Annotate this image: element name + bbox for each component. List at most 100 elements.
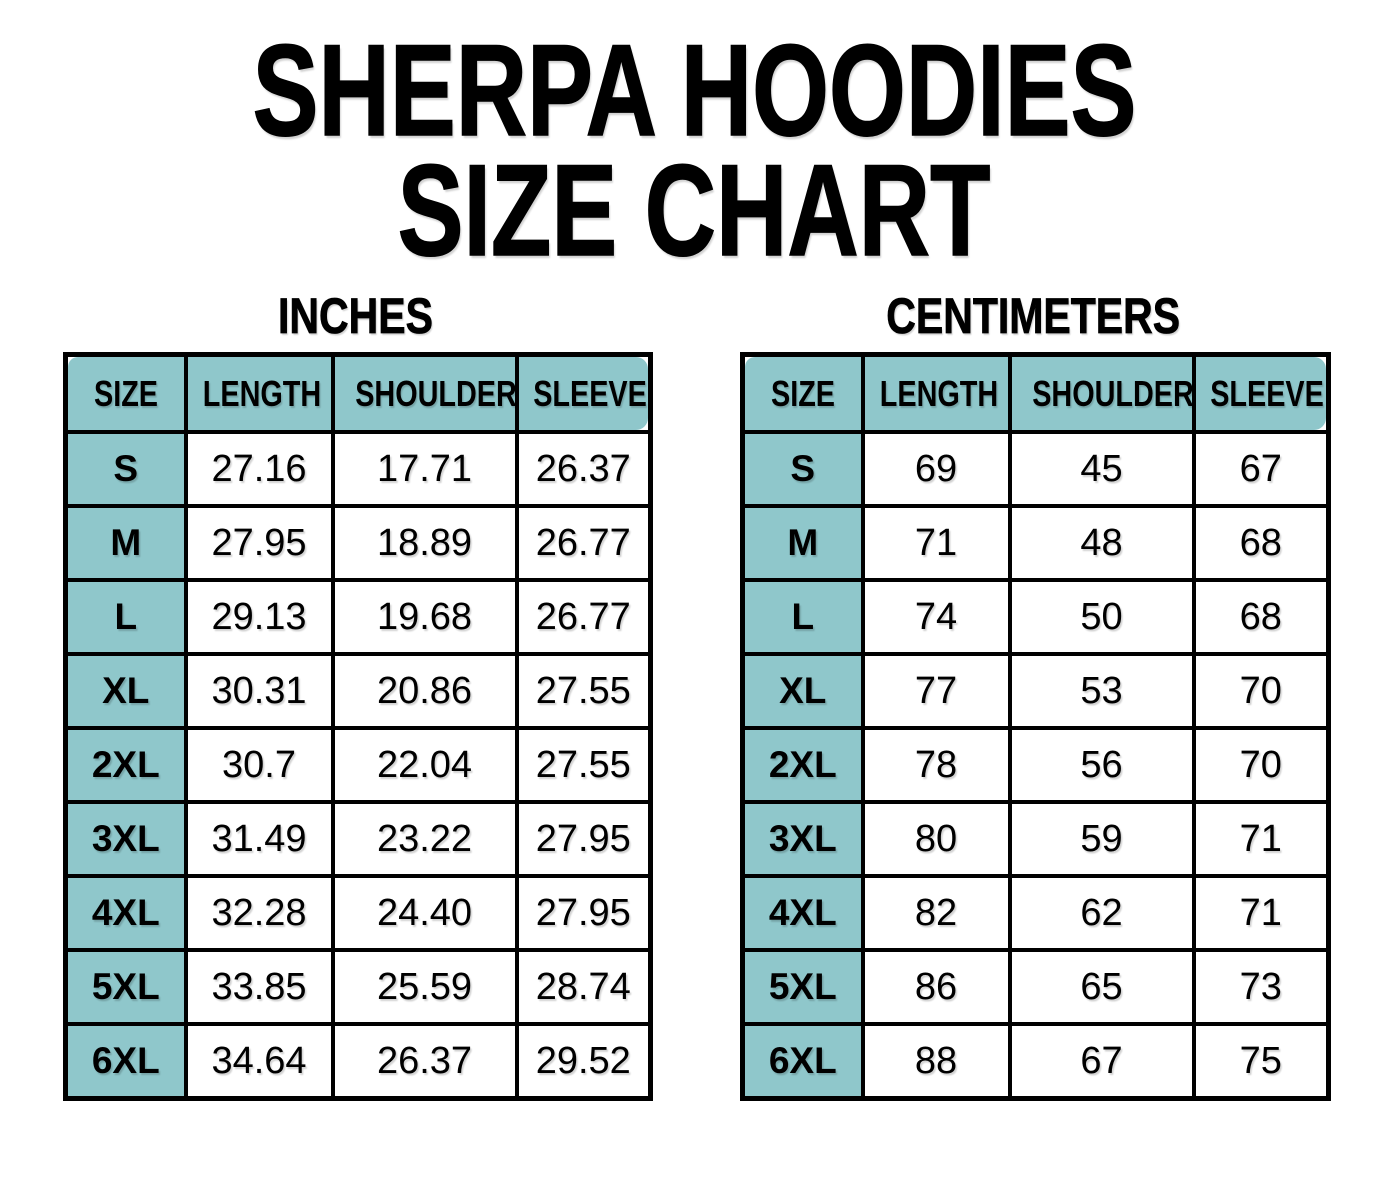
size-cell: L [740, 578, 865, 656]
value-cell: 45 [1007, 430, 1196, 508]
size-cell: 6XL [740, 1022, 865, 1101]
value-cell: 27.95 [183, 504, 335, 582]
size-cell: 4XL [740, 874, 865, 952]
table-row: 3XL 80 59 71 [740, 800, 1331, 878]
value-cell: 77 [860, 652, 1012, 730]
table-row: L 29.13 19.68 26.77 [63, 578, 653, 656]
value-cell: 80 [860, 800, 1012, 878]
value-cell: 18.89 [330, 504, 519, 582]
value-cell: 53 [1007, 652, 1196, 730]
table-row: 6XL 34.64 26.37 29.52 [63, 1022, 653, 1101]
inches-header-row: SIZE LENGTH SHOULDER SLEEVE [63, 352, 653, 434]
value-cell: 68 [1191, 504, 1331, 582]
inches-col-header-sleeve: SLEEVE [514, 352, 653, 434]
value-cell: 82 [860, 874, 1012, 952]
value-cell: 48 [1007, 504, 1196, 582]
page-title-line-1: SHERPA HOODIES [0, 17, 1388, 163]
value-cell: 17.71 [330, 430, 519, 508]
table-row: L 74 50 68 [740, 578, 1331, 656]
value-cell: 70 [1191, 726, 1331, 804]
centimeters-table: SIZE LENGTH SHOULDER SLEEVE S 69 45 67 M 71 48… [740, 352, 1331, 1101]
table-row: 4XL 32.28 24.40 27.95 [63, 874, 653, 952]
value-cell: 71 [1191, 874, 1331, 952]
value-cell: 34.64 [183, 1022, 335, 1101]
value-cell: 19.68 [330, 578, 519, 656]
table-row: 5XL 33.85 25.59 28.74 [63, 948, 653, 1026]
value-cell: 31.49 [183, 800, 335, 878]
value-cell: 71 [1191, 800, 1331, 878]
size-cell: S [63, 430, 188, 508]
value-cell: 30.31 [183, 652, 335, 730]
value-cell: 69 [860, 430, 1012, 508]
value-cell: 32.28 [183, 874, 335, 952]
size-cell: L [63, 578, 188, 656]
size-cell: XL [740, 652, 865, 730]
value-cell: 67 [1007, 1022, 1196, 1101]
table-row: 4XL 82 62 71 [740, 874, 1331, 952]
table-row: 3XL 31.49 23.22 27.95 [63, 800, 653, 878]
value-cell: 29.52 [514, 1022, 653, 1101]
value-cell: 75 [1191, 1022, 1331, 1101]
inches-col-header-length: LENGTH [183, 352, 335, 434]
value-cell: 22.04 [330, 726, 519, 804]
page-title-line-2: SIZE CHART [0, 137, 1388, 283]
value-cell: 26.37 [514, 430, 653, 508]
value-cell: 73 [1191, 948, 1331, 1026]
value-cell: 71 [860, 504, 1012, 582]
table-row: 2XL 30.7 22.04 27.55 [63, 726, 653, 804]
size-cell: XL [63, 652, 188, 730]
value-cell: 56 [1007, 726, 1196, 804]
inches-col-header-shoulder: SHOULDER [330, 352, 519, 434]
page-title-text-1: SHERPA HOODIES [252, 17, 1137, 163]
value-cell: 50 [1007, 578, 1196, 656]
value-cell: 29.13 [183, 578, 335, 656]
value-cell: 26.77 [514, 578, 653, 656]
value-cell: 86 [860, 948, 1012, 1026]
size-cell: 4XL [63, 874, 188, 952]
value-cell: 68 [1191, 578, 1331, 656]
value-cell: 28.74 [514, 948, 653, 1026]
value-cell: 27.16 [183, 430, 335, 508]
value-cell: 30.7 [183, 726, 335, 804]
value-cell: 70 [1191, 652, 1331, 730]
inches-col-header-size: SIZE [63, 352, 188, 434]
centimeters-header-row: SIZE LENGTH SHOULDER SLEEVE [740, 352, 1331, 434]
inches-label: INCHES [278, 288, 434, 344]
table-row: M 71 48 68 [740, 504, 1331, 582]
table-row: XL 30.31 20.86 27.55 [63, 652, 653, 730]
table-row: M 27.95 18.89 26.77 [63, 504, 653, 582]
centimeters-col-header-sleeve: SLEEVE [1191, 352, 1331, 434]
table-row: 2XL 78 56 70 [740, 726, 1331, 804]
value-cell: 59 [1007, 800, 1196, 878]
size-cell: 6XL [63, 1022, 188, 1101]
table-row: XL 77 53 70 [740, 652, 1331, 730]
value-cell: 25.59 [330, 948, 519, 1026]
value-cell: 74 [860, 578, 1012, 656]
value-cell: 27.95 [514, 800, 653, 878]
size-cell: 5XL [63, 948, 188, 1026]
table-row: 5XL 86 65 73 [740, 948, 1331, 1026]
centimeters-col-header-shoulder: SHOULDER [1007, 352, 1196, 434]
table-row: S 27.16 17.71 26.37 [63, 430, 653, 508]
size-cell: 2XL [63, 726, 188, 804]
size-cell: 5XL [740, 948, 865, 1026]
value-cell: 26.37 [330, 1022, 519, 1101]
value-cell: 20.86 [330, 652, 519, 730]
size-cell: M [740, 504, 865, 582]
value-cell: 65 [1007, 948, 1196, 1026]
centimeters-col-header-length: LENGTH [860, 352, 1012, 434]
inches-table: SIZE LENGTH SHOULDER SLEEVE S 27.16 17.71 2… [63, 352, 653, 1101]
page-title-text-2: SIZE CHART [397, 137, 991, 283]
value-cell: 62 [1007, 874, 1196, 952]
table-row: S 69 45 67 [740, 430, 1331, 508]
value-cell: 24.40 [330, 874, 519, 952]
value-cell: 67 [1191, 430, 1331, 508]
value-cell: 23.22 [330, 800, 519, 878]
size-cell: 3XL [740, 800, 865, 878]
size-cell: S [740, 430, 865, 508]
value-cell: 33.85 [183, 948, 335, 1026]
value-cell: 26.77 [514, 504, 653, 582]
value-cell: 78 [860, 726, 1012, 804]
size-cell: 3XL [63, 800, 188, 878]
